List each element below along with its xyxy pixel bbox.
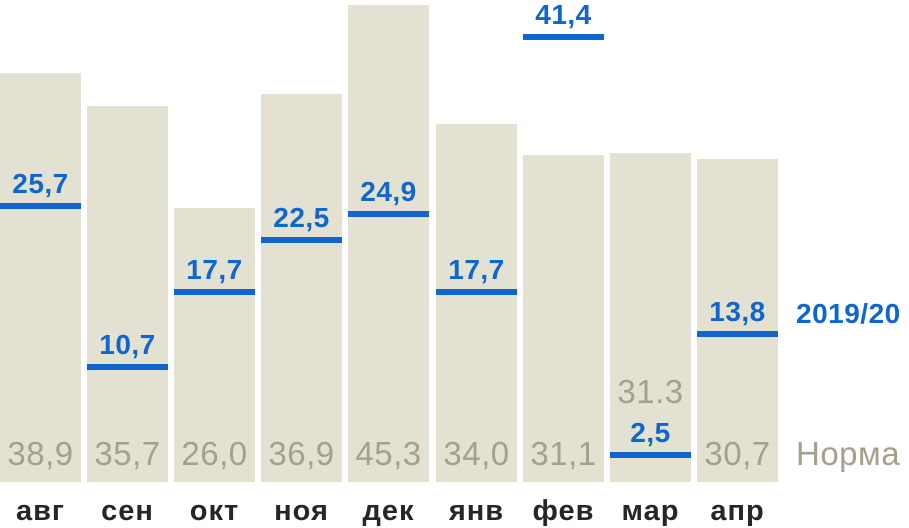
season-value-label: 17,7 — [448, 254, 505, 285]
season-value-label: 10,7 — [99, 329, 156, 360]
norm-bar — [87, 106, 168, 482]
norm-bar — [523, 155, 604, 482]
month-label: янв — [448, 495, 505, 527]
norm-value-label: 34,0 — [443, 435, 510, 472]
season-tick-line — [174, 289, 255, 295]
month-label: дек — [362, 495, 415, 527]
season-value-label: 24,9 — [360, 176, 417, 207]
norm-bar — [348, 5, 429, 482]
norm-bar — [436, 124, 517, 482]
norm-bar — [0, 73, 81, 482]
norm-value-label: 38,9 — [7, 435, 74, 472]
norm-value-label: 31.3 — [617, 373, 684, 410]
month-label: апр — [710, 495, 765, 527]
month-label: фев — [532, 495, 595, 527]
season-tick-line — [87, 364, 168, 370]
norm-bar — [261, 94, 342, 482]
season-tick-line — [523, 34, 604, 40]
season-value-label: 41,4 — [535, 0, 592, 30]
season-tick-line — [348, 211, 429, 217]
season-value-label: 13,8 — [709, 296, 766, 327]
season-tick-line — [697, 331, 778, 337]
legend-season-2019-20: 2019/20 — [796, 298, 901, 329]
month-label: мар — [621, 495, 680, 527]
norm-bar — [697, 159, 778, 482]
season-tick-line — [0, 203, 81, 209]
norm-value-label: 35,7 — [94, 435, 161, 472]
month-label: окт — [189, 495, 240, 527]
season-value-label: 25,7 — [12, 168, 69, 199]
season-value-label: 2,5 — [630, 417, 671, 448]
month-label: сен — [101, 495, 154, 527]
norm-bar — [174, 208, 255, 482]
season-value-label: 17,7 — [186, 254, 243, 285]
season-tick-line — [261, 237, 342, 243]
month-label: авг — [15, 495, 66, 527]
norm-value-label: 36,9 — [268, 435, 335, 472]
season-value-label: 22,5 — [273, 202, 330, 233]
norm-value-label: 45,3 — [355, 435, 422, 472]
norm-value-label: 31,1 — [530, 435, 597, 472]
season-tick-line — [436, 289, 517, 295]
legend-norm: Норма — [796, 435, 901, 472]
season-tick-line — [610, 452, 691, 458]
norm-value-label: 26,0 — [181, 435, 248, 472]
norm-bar — [610, 153, 691, 482]
norm-value-label: 30,7 — [704, 435, 771, 472]
month-label: ноя — [274, 495, 329, 527]
